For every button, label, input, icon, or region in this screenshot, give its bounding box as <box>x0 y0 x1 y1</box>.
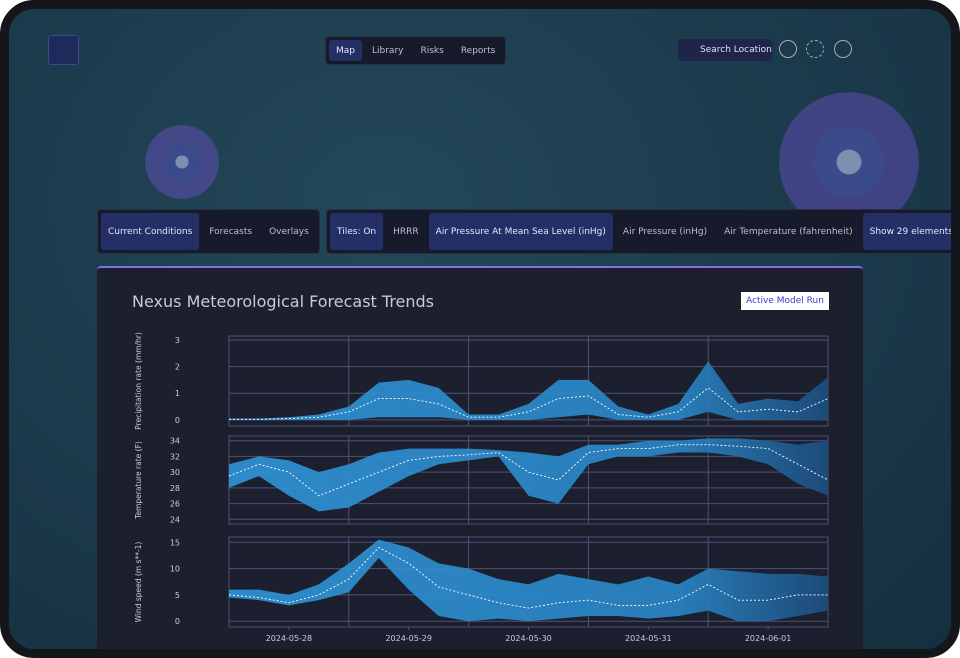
panel-title: Nexus Meteorological Forecast Trends <box>132 292 435 311</box>
y-axis-label: Temperature rate (F) <box>134 441 143 520</box>
nav-item[interactable]: Risks <box>420 45 444 56</box>
radar-marker <box>779 92 919 232</box>
x-tick-label: 2024-05-31 <box>625 634 672 643</box>
settings-icon[interactable] <box>806 40 824 58</box>
y-tick-label: 26 <box>170 500 180 509</box>
mean-line <box>228 546 828 609</box>
y-tick-label: 2 <box>175 363 180 372</box>
help-icon[interactable] <box>779 40 797 58</box>
charts: 0 1 2 3 Precipitation rate (mm/hr) 24 26 28 30 32… <box>134 332 829 643</box>
y-axis-label: Precipitation rate (mm/hr) <box>134 332 143 430</box>
forecast-band <box>229 539 828 622</box>
x-tick-label: 2024-05-29 <box>385 634 432 643</box>
layer-tabs: Current Conditions Forecasts Overlays <box>97 209 320 254</box>
y-axis-label: Wind speed (m s**-1) <box>134 542 143 623</box>
overlay-tab[interactable]: HRRR <box>393 226 419 237</box>
forecast-panel: Nexus Meteorological Forecast Trends Act… <box>97 266 863 649</box>
forecast-band <box>229 361 828 420</box>
mean-line <box>229 387 829 420</box>
overlay-tabs: Tiles: On HRRR Air Pressure At Mean Sea Le… <box>326 209 951 254</box>
overlay-tab[interactable]: Tiles: On <box>330 213 384 250</box>
overlay-tab[interactable]: Air Pressure (inHg) <box>622 226 708 237</box>
radar-marker <box>145 125 219 199</box>
forecast-band <box>229 438 828 512</box>
x-tick-label: 2024-05-28 <box>266 634 313 643</box>
nav-item[interactable]: Library <box>372 45 404 56</box>
y-tick-label: 24 <box>170 515 180 524</box>
y-tick-label: 5 <box>175 591 180 600</box>
y-tick-label: 34 <box>170 437 180 446</box>
nav-item[interactable]: Reports <box>460 45 496 56</box>
y-tick-label: 30 <box>170 468 180 477</box>
nav-item[interactable]: Map <box>329 40 362 61</box>
profile-icon[interactable] <box>834 40 852 58</box>
y-tick-label: 0 <box>175 416 180 425</box>
overlay-tab[interactable]: Air Pressure At Mean Sea Level (inHg) <box>428 213 613 250</box>
x-tick-label: 2024-05-30 <box>505 634 552 643</box>
model-run-button[interactable]: Active Model Run <box>741 292 829 310</box>
y-tick-label: 0 <box>175 617 180 626</box>
y-tick-label: 10 <box>170 565 180 574</box>
y-tick-label: 3 <box>175 336 180 345</box>
nav-bar: Map Library Risks Reports <box>325 36 507 65</box>
overlay-tab[interactable]: Show 29 elements <box>862 213 951 250</box>
layer-tab[interactable]: Forecasts <box>209 226 253 237</box>
y-tick-label: 1 <box>175 389 180 398</box>
y-tick-label: 28 <box>170 484 180 493</box>
y-tick-label: 15 <box>170 538 180 547</box>
overlay-tab[interactable]: Air Temperature (fahrenheit) <box>724 226 853 237</box>
logo[interactable] <box>48 35 79 65</box>
y-tick-label: 32 <box>170 452 180 461</box>
layer-tab[interactable]: Overlays <box>269 226 309 237</box>
layer-tab[interactable]: Current Conditions <box>101 213 200 250</box>
x-tick-label: 2024-06-01 <box>745 634 792 643</box>
search-button[interactable]: Search Location <box>678 39 772 61</box>
